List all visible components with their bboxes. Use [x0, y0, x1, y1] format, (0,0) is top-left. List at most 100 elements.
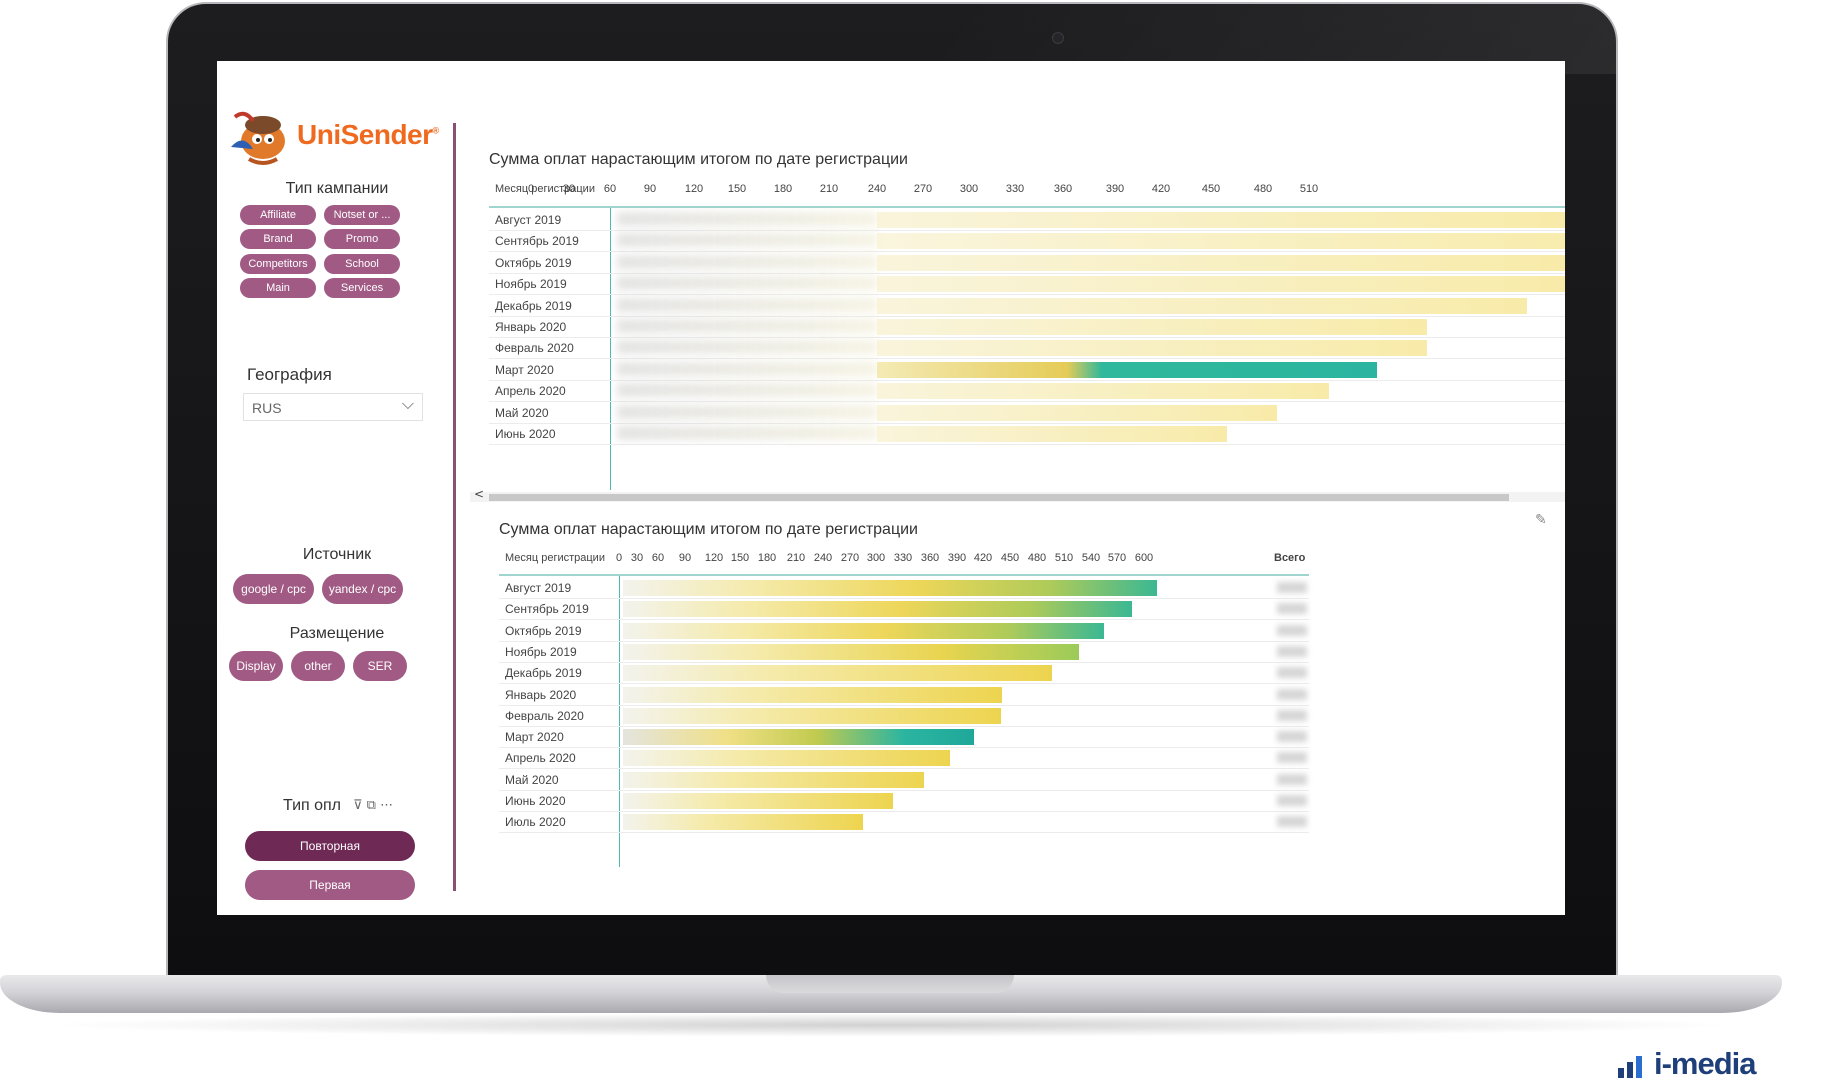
top-tick-label: 480	[1253, 183, 1273, 195]
bottom-tick-label: 600	[1134, 552, 1154, 564]
bottom-row-bar	[623, 580, 1157, 596]
top-row-label: Август 2019	[495, 213, 562, 227]
top-row-label: Сентябрь 2019	[495, 234, 579, 249]
placement-display-button[interactable]: Display	[229, 651, 283, 681]
top-row-bar	[877, 319, 1427, 335]
campaign-services-button[interactable]: Services	[324, 278, 400, 298]
bottom-row-label: Сентябрь 2019	[505, 602, 589, 617]
top-tick-label: 30	[562, 183, 576, 195]
top-row-divider	[489, 251, 1565, 253]
bottom-row-bar	[623, 601, 1132, 618]
bottom-row-bar	[623, 707, 1001, 724]
top-row-divider	[489, 315, 1565, 317]
bottom-row-divider	[499, 619, 1309, 621]
top-row-divider	[489, 337, 1565, 338]
bottom-row-label: Апрель 2020	[505, 751, 576, 766]
filter-icon[interactable]: ⊽	[353, 798, 363, 813]
source-title: Источник	[302, 546, 372, 563]
bottom-row-total	[1277, 795, 1307, 806]
bottom-axis-line	[619, 576, 620, 867]
top-tick-label: 420	[1151, 183, 1171, 195]
top-row-label: Июнь 2020	[495, 427, 556, 441]
bottom-tick-label: 360	[920, 552, 940, 564]
top-tick-label: 90	[643, 183, 657, 195]
bottom-row-label: Октябрь 2019	[505, 623, 582, 638]
bottom-row-label: Декабрь 2019	[505, 666, 582, 681]
top-row-divider	[489, 272, 1565, 274]
top-row-label: Ноябрь 2019	[495, 277, 567, 292]
campaign-main-button[interactable]: Main	[240, 278, 316, 298]
bottom-tick-label: 30	[630, 552, 644, 564]
top-tick-label: 450	[1201, 183, 1221, 195]
campaign-promo-button[interactable]: Promo	[324, 229, 400, 249]
bottom-row-divider	[499, 811, 1309, 812]
top-row-bar	[877, 340, 1427, 357]
bottom-row-divider	[499, 704, 1309, 706]
source-google-cpc-button[interactable]: google / cpc	[233, 574, 314, 604]
bottom-tick-label: 480	[1027, 552, 1047, 564]
bottom-row-divider	[499, 661, 1309, 663]
i-media-logo-icon	[1618, 1056, 1642, 1078]
bottom-row-bar	[623, 750, 950, 767]
scroll-left-icon[interactable]: <	[474, 487, 485, 501]
bottom-tick-label: 420	[973, 552, 993, 564]
bottom-tick-label: 120	[704, 552, 724, 564]
campaign-school-button[interactable]: School	[324, 254, 400, 274]
bottom-row-divider	[499, 789, 1309, 791]
campaign-competitors-button[interactable]: Competitors	[240, 254, 316, 274]
top-row-divider	[489, 422, 1565, 424]
pay-type-toolbar: ⊽ ⧉ ⋯	[353, 798, 393, 813]
source-yandex-cpc-button[interactable]: yandex / cpc	[322, 574, 403, 604]
placement-other-button[interactable]: other	[291, 651, 345, 681]
bottom-row-total	[1277, 624, 1307, 636]
top-header-line	[489, 206, 1565, 208]
top-row-label: Октябрь 2019	[495, 255, 572, 270]
bottom-row-total	[1277, 773, 1307, 785]
bottom-chart-title: Сумма оплат нарастающим итогом по дате р…	[499, 521, 918, 538]
top-row-bar-early	[617, 319, 877, 333]
top-tick-label: 510	[1299, 183, 1319, 195]
campaign-affiliate-button[interactable]: Affiliate	[240, 205, 316, 225]
bottom-tick-label: 180	[757, 552, 777, 564]
expand-icon[interactable]: ⧉	[366, 798, 376, 813]
pin-icon[interactable]: ✎	[1535, 512, 1547, 528]
bottom-row-total	[1277, 752, 1307, 764]
top-row-bar	[877, 276, 1565, 293]
campaign-notset-button[interactable]: Notset or ...	[324, 205, 400, 225]
top-tick-label: 330	[1005, 183, 1025, 195]
bottom-row-total	[1277, 667, 1307, 679]
top-row-bar	[877, 383, 1329, 400]
brand-text: i-media	[1654, 1046, 1757, 1081]
pay-type-first-button[interactable]: Первая	[245, 870, 415, 900]
sidebar-divider	[453, 123, 456, 891]
campaign-brand-button[interactable]: Brand	[240, 229, 316, 249]
laptop-notch	[766, 975, 1014, 993]
campaign-type-title: Тип кампании	[285, 180, 389, 197]
top-row-bar-early	[617, 212, 877, 226]
geo-select[interactable]: RUS ⌵	[243, 393, 423, 421]
bottom-row-bar	[623, 643, 1079, 660]
bottom-col-header: Месяц регистрации	[505, 552, 605, 564]
bottom-tick-label: 450	[1000, 552, 1020, 564]
bottom-row-divider	[499, 640, 1309, 642]
top-tick-label: 210	[819, 183, 839, 195]
top-scrollbar-thumb[interactable]	[489, 494, 1509, 501]
top-axis-line	[610, 208, 611, 490]
unisender-logo-icon	[231, 111, 285, 165]
bottom-row-total	[1277, 731, 1307, 743]
bottom-row-bar	[623, 729, 974, 746]
pay-type-repeat-button[interactable]: Повторная	[245, 831, 415, 861]
bottom-row-total	[1277, 816, 1307, 828]
placement-ser-button[interactable]: SER	[353, 651, 407, 681]
bottom-row-bar	[623, 622, 1104, 639]
top-tick-label: 0	[527, 183, 535, 195]
logo-text: UniSender®	[297, 119, 439, 150]
top-col-header: Месяц регистрации	[495, 183, 595, 195]
top-row-divider	[489, 444, 1565, 445]
bottom-row-bar	[623, 686, 1002, 703]
bottom-row-label: Июль 2020	[505, 815, 566, 830]
bottom-row-bar	[623, 814, 863, 831]
more-icon[interactable]: ⋯	[380, 798, 394, 813]
geo-title: География	[247, 365, 332, 384]
top-row-divider	[489, 294, 1565, 296]
